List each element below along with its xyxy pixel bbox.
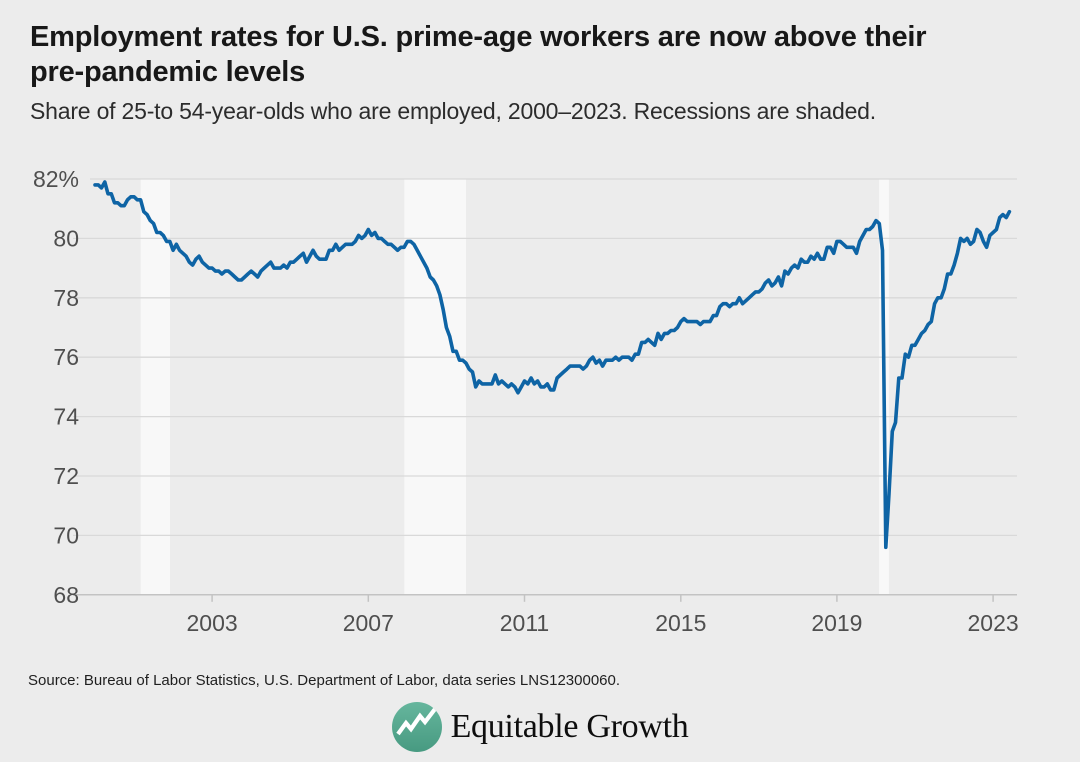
x-tick-label-2015: 2015 — [655, 610, 706, 636]
equitable-growth-logo: Equitable Growth — [0, 701, 1080, 753]
logo-text: Equitable Growth — [450, 708, 689, 745]
y-tick-label-72: 72 — [53, 463, 79, 489]
source-note: Source: Bureau of Labor Statistics, U.S.… — [28, 672, 621, 689]
chart-title: Employment rates for U.S. prime-age work… — [30, 21, 927, 88]
x-tick-label-2019: 2019 — [811, 610, 862, 636]
y-tick-label-78: 78 — [53, 285, 79, 311]
y-tick-label-82: 82% — [33, 166, 79, 192]
y-tick-label-74: 74 — [53, 404, 79, 430]
logo-zigzag-line — [395, 707, 437, 736]
logo-chart-icon — [391, 702, 442, 752]
x-tick-label-2011: 2011 — [500, 610, 549, 636]
x-tick-label-2007: 2007 — [343, 610, 394, 636]
y-tick-label-68: 68 — [53, 582, 79, 608]
y-tick-label-76: 76 — [53, 344, 79, 370]
employment-rate-line — [93, 180, 1012, 550]
x-tick-label-2023: 2023 — [968, 610, 1019, 636]
y-tick-label-80: 80 — [53, 225, 79, 251]
recession-band — [404, 179, 466, 595]
recession-band — [140, 179, 170, 595]
y-tick-label-70: 70 — [53, 522, 79, 548]
chart-subtitle: Share of 25-to 54-year-olds who are empl… — [30, 98, 876, 124]
x-tick-label-2003: 2003 — [187, 610, 238, 636]
